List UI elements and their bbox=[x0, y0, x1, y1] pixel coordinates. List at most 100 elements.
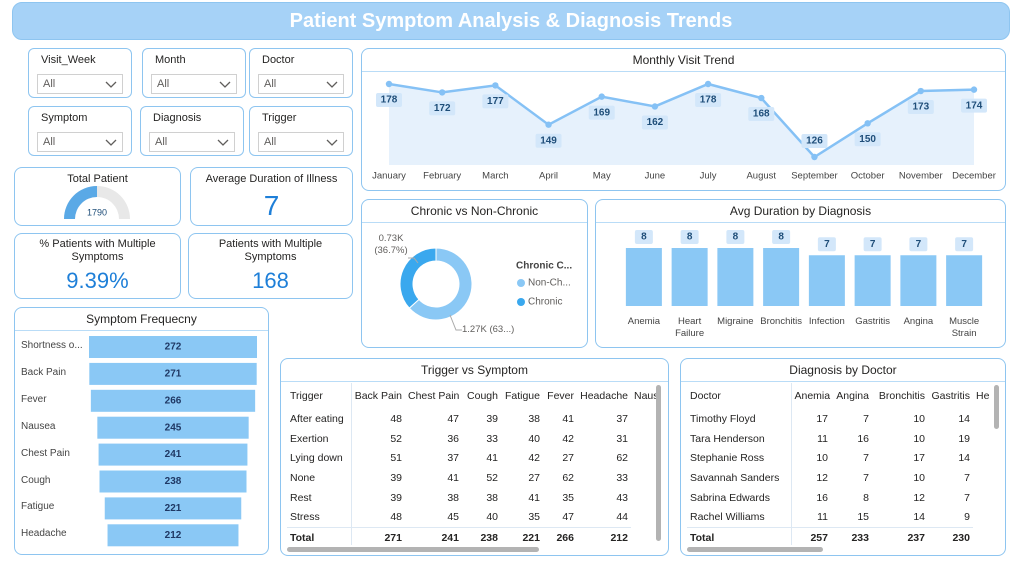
column-header[interactable]: Naus bbox=[634, 390, 657, 402]
column-header[interactable]: Gastritis bbox=[931, 390, 970, 402]
category-label: Shortness o... bbox=[21, 340, 83, 351]
table-cell: 62 bbox=[616, 452, 628, 465]
card-title: Symptom Frequecny bbox=[15, 308, 268, 331]
chevron bbox=[219, 81, 231, 88]
table-cell: 36 bbox=[447, 432, 459, 445]
filter-dropdown[interactable]: All bbox=[37, 132, 123, 152]
table-cell: 12 bbox=[816, 471, 828, 484]
chevron-line bbox=[326, 139, 338, 146]
kpi-label: % Patients with Multiple Symptoms bbox=[39, 238, 156, 263]
card-title: Avg Duration by Diagnosis bbox=[596, 200, 1005, 223]
header-row: Trigger Back Pain Chest Pain Cough Fatigue Fe… bbox=[287, 383, 657, 409]
table-cell: 16 bbox=[857, 432, 869, 445]
table-cell: Sabrina Edwards bbox=[687, 487, 792, 508]
scrollbar-vertical[interactable] bbox=[656, 385, 661, 541]
table-cell: 35 bbox=[562, 491, 574, 504]
table-cell: 7 bbox=[863, 471, 869, 484]
column-header[interactable]: Anemia bbox=[794, 390, 831, 402]
column-header[interactable]: He bbox=[976, 390, 990, 402]
column-header[interactable]: Bronchitis bbox=[878, 390, 925, 402]
filter-dropdown[interactable]: All bbox=[151, 74, 237, 94]
kpi-label: Average Duration of Illness bbox=[205, 173, 338, 185]
filter-dropdown[interactable]: All bbox=[258, 132, 344, 152]
table-viewport: Doctor Anemia Angina Bronchitis Gastritis He T… bbox=[687, 383, 993, 545]
scrollbar-vertical[interactable] bbox=[994, 385, 999, 429]
filter-label: Doctor bbox=[262, 54, 295, 66]
kpi-label: Total Patient bbox=[67, 173, 128, 185]
filter-dropdown[interactable]: All bbox=[37, 74, 123, 94]
category-label: Chest Pain bbox=[21, 447, 70, 459]
table-cell: 43 bbox=[616, 491, 628, 504]
total-cell: Total bbox=[687, 527, 792, 545]
filter-dropdown[interactable]: All bbox=[149, 132, 235, 152]
table-cell: 19 bbox=[958, 432, 970, 445]
filter-label: Diagnosis bbox=[153, 112, 202, 124]
table-cell: 10 bbox=[913, 412, 925, 425]
category-label: Fever bbox=[21, 393, 47, 405]
table-cell: 11 bbox=[817, 511, 828, 524]
filter-label: Month bbox=[155, 54, 186, 66]
table-cell: 14 bbox=[958, 452, 970, 465]
column-header[interactable]: Chest Pain bbox=[408, 390, 460, 402]
column-header[interactable]: Fatigue bbox=[504, 390, 540, 402]
table-cell: 47 bbox=[447, 412, 459, 425]
column-header[interactable]: Angina bbox=[836, 390, 869, 402]
x-tick-label: Heart Failure bbox=[675, 316, 705, 339]
scrollbar-horizontal[interactable] bbox=[687, 547, 823, 552]
table-cell: 42 bbox=[562, 432, 574, 445]
filter-value: All bbox=[264, 136, 277, 148]
category-label: Headache bbox=[21, 528, 67, 540]
table-cell: 41 bbox=[447, 471, 459, 484]
table-cell: 42 bbox=[528, 452, 540, 465]
total-cell: 257 bbox=[791, 527, 831, 545]
donut-card: Chronic vs Non-Chronic bbox=[361, 199, 588, 348]
table-cell: Rachel Williams bbox=[687, 507, 792, 528]
card-title: Trigger vs Symptom bbox=[281, 359, 668, 382]
table-cell: 12 bbox=[913, 491, 925, 504]
table-cell: 11 bbox=[817, 432, 828, 445]
column-header[interactable]: Headache bbox=[580, 390, 628, 402]
table-row: Timothy Floyd 17 7 10 14 bbox=[687, 409, 993, 429]
table-cell: 52 bbox=[486, 471, 498, 484]
table-cell: 10 bbox=[913, 471, 925, 484]
donut-label: 1.27K (63...) bbox=[462, 324, 515, 335]
x-tick-label: Migraine bbox=[717, 316, 754, 327]
table-row: After eating 48 47 39 38 41 37 bbox=[287, 409, 657, 429]
filter-dropdown[interactable]: All bbox=[258, 74, 344, 94]
kpi-card: % Patients with Multiple Symptoms 9.39% bbox=[14, 233, 181, 299]
column-header[interactable]: Doctor bbox=[687, 383, 792, 409]
table-row: Tara Henderson 11 16 10 19 bbox=[687, 428, 993, 449]
total-row: Total 257 233 237 230 bbox=[687, 527, 993, 545]
category-label: Back Pain bbox=[21, 366, 67, 378]
filter-card: Symptom All bbox=[28, 106, 132, 156]
filter-card: Diagnosis All bbox=[140, 106, 244, 156]
kpi-card: Average Duration of Illness 7 bbox=[190, 167, 353, 226]
filter-value: All bbox=[264, 78, 277, 90]
table-cell: 10 bbox=[816, 452, 828, 465]
total-cell: 212 bbox=[577, 527, 631, 545]
table-row: Exertion 52 36 33 40 42 31 bbox=[287, 428, 657, 449]
kpi-value: 7 bbox=[263, 190, 280, 221]
table-cell: 44 bbox=[616, 511, 628, 524]
filter-card: Month All bbox=[142, 48, 246, 98]
total-cell: 238 bbox=[462, 527, 501, 545]
table-cell: 7 bbox=[863, 412, 869, 425]
total-cell: 230 bbox=[928, 527, 973, 545]
chevron-line bbox=[217, 139, 229, 146]
kpi-label: Patients with Multiple Symptoms bbox=[218, 238, 323, 263]
table-cell: 7 bbox=[863, 452, 869, 465]
line-card: Monthly Visit Trend bbox=[361, 48, 1006, 191]
column-header[interactable]: Cough bbox=[467, 390, 498, 402]
table-cell: Savannah Sanders bbox=[687, 468, 792, 488]
x-tick-label: Anemia bbox=[627, 316, 660, 327]
column-header[interactable]: Back Pain bbox=[354, 390, 402, 402]
column-header[interactable]: Fever bbox=[547, 390, 574, 402]
table-cell: 48 bbox=[390, 511, 402, 524]
kpi-card: Patients with Multiple Symptoms 168 bbox=[188, 233, 353, 299]
scrollbar-horizontal[interactable] bbox=[287, 547, 539, 552]
column-header[interactable]: Trigger bbox=[287, 383, 352, 409]
x-tick-label: Bronchitis bbox=[760, 316, 802, 327]
table-cell: None bbox=[287, 468, 352, 488]
table-cell: 41 bbox=[486, 452, 498, 465]
header-row: Doctor Anemia Angina Bronchitis Gastritis He bbox=[687, 383, 993, 409]
